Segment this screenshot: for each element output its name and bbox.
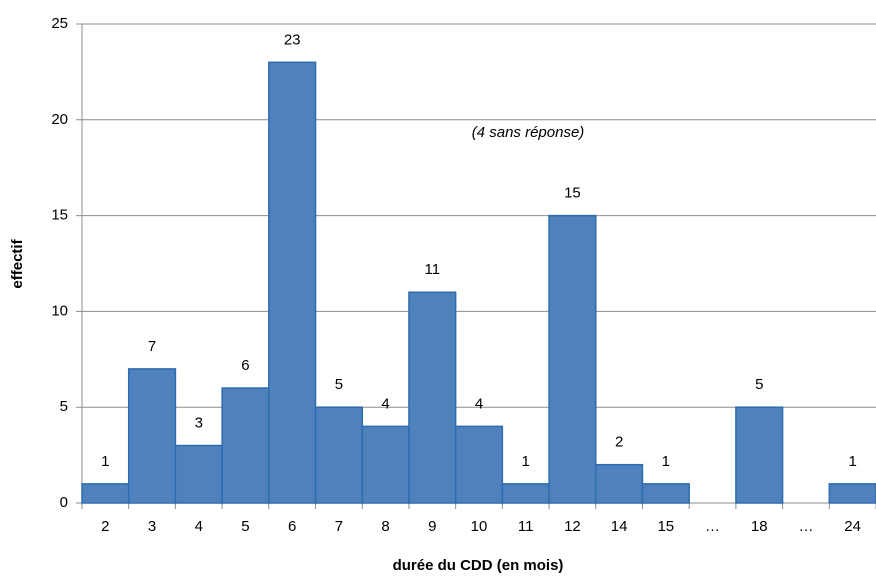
x-axis-label: durée du CDD (en mois) bbox=[393, 557, 564, 574]
value-label: 1 bbox=[522, 453, 530, 470]
x-tick-label: 4 bbox=[195, 518, 203, 535]
value-label: 1 bbox=[662, 453, 670, 470]
value-label: 5 bbox=[335, 376, 343, 393]
bar bbox=[501, 483, 550, 504]
value-label: 1 bbox=[101, 453, 109, 470]
bar bbox=[268, 61, 317, 504]
y-tick-label: 15 bbox=[51, 207, 68, 224]
x-tick-label: 12 bbox=[564, 518, 581, 535]
x-tick-label: 10 bbox=[471, 518, 488, 535]
y-tick-label: 25 bbox=[51, 15, 68, 32]
x-tick-label: 2 bbox=[101, 518, 109, 535]
bar bbox=[408, 291, 457, 504]
y-tick-label: 0 bbox=[60, 494, 68, 511]
value-label: 11 bbox=[425, 261, 441, 278]
x-tick-label: 9 bbox=[428, 518, 436, 535]
value-label: 2 bbox=[615, 434, 623, 451]
x-tick-label: 6 bbox=[288, 518, 296, 535]
value-label: 1 bbox=[848, 453, 856, 470]
value-label: 15 bbox=[564, 185, 581, 202]
x-tick-label: 18 bbox=[751, 518, 768, 535]
x-tick-label: 5 bbox=[241, 518, 249, 535]
value-label: 23 bbox=[284, 31, 301, 48]
bar bbox=[548, 214, 597, 504]
x-tick-label: 15 bbox=[657, 518, 674, 535]
bar bbox=[361, 425, 410, 504]
bar bbox=[127, 368, 177, 504]
bar bbox=[454, 425, 504, 504]
value-label: 7 bbox=[148, 338, 156, 355]
bar bbox=[595, 463, 644, 504]
annotation: (4 sans réponse) bbox=[472, 124, 585, 141]
bar bbox=[828, 483, 876, 504]
x-tick-label: 8 bbox=[381, 518, 389, 535]
x-tick-label: 24 bbox=[844, 518, 861, 535]
value-label: 5 bbox=[755, 376, 763, 393]
value-label: 4 bbox=[475, 395, 483, 412]
bar bbox=[314, 406, 363, 504]
x-tick-label: 11 bbox=[518, 518, 534, 535]
bar bbox=[641, 483, 690, 504]
y-axis-label: effectif bbox=[9, 238, 26, 288]
y-tick-label: 5 bbox=[60, 398, 68, 415]
x-tick-label: 14 bbox=[611, 518, 628, 535]
x-tick-label: … bbox=[705, 518, 720, 535]
bar bbox=[81, 483, 130, 504]
bar bbox=[735, 406, 784, 504]
y-tick-label: 10 bbox=[51, 302, 68, 319]
x-tick-label: 3 bbox=[148, 518, 156, 535]
y-tick-label: 20 bbox=[51, 111, 68, 128]
value-label: 3 bbox=[195, 414, 203, 431]
x-tick-label: … bbox=[798, 518, 813, 535]
bar bbox=[174, 444, 223, 504]
value-label: 4 bbox=[381, 395, 389, 412]
x-tick-label: 7 bbox=[335, 518, 343, 535]
bar bbox=[221, 387, 270, 504]
value-label: 6 bbox=[241, 357, 249, 374]
